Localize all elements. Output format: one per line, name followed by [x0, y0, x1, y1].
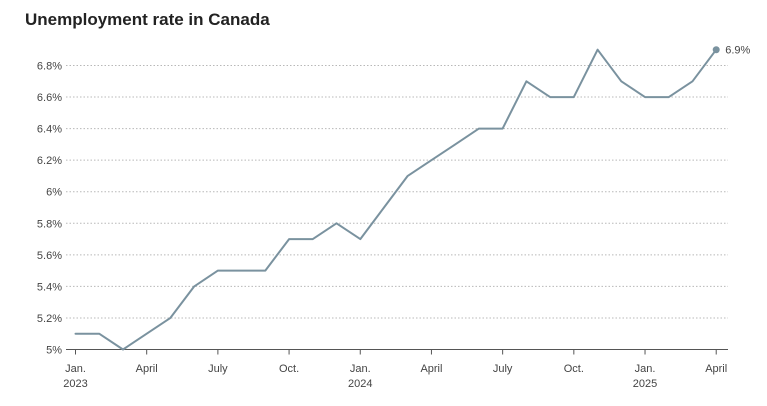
series-line	[74, 48, 718, 351]
end-value-label: 6.9%	[725, 45, 750, 57]
x-tick-label: Oct.	[564, 363, 584, 375]
y-tick-label: 5%	[46, 345, 62, 357]
y-tick-label: 6.6%	[37, 92, 62, 104]
x-tick-label: Jan.	[635, 363, 656, 375]
y-tick-label: 6.8%	[37, 61, 62, 73]
y-tick-label: 5.8%	[37, 218, 62, 230]
y-tick-label: 5.2%	[37, 313, 62, 325]
y-tick-label: 5.4%	[37, 281, 62, 293]
x-tick-year-label: 2025	[633, 378, 657, 390]
y-tick-label: 6.2%	[37, 155, 62, 167]
x-tick-year-label: 2024	[348, 378, 372, 390]
x-tick-label: July	[493, 363, 513, 375]
x-tick-label: April	[705, 363, 727, 375]
x-tick-label: Jan.	[350, 363, 371, 375]
y-tick-label: 6.4%	[37, 124, 62, 136]
y-tick-label: 6%	[46, 187, 62, 199]
y-tick-label: 5.6%	[37, 250, 62, 262]
chart-title: Unemployment rate in Canada	[25, 10, 270, 29]
x-tick-label: Jan.	[65, 363, 86, 375]
x-tick-label: April	[136, 363, 158, 375]
x-tick-label: Oct.	[279, 363, 299, 375]
x-tick-year-label: 2023	[63, 378, 87, 390]
x-tick-label: April	[420, 363, 442, 375]
x-tick-label: July	[208, 363, 228, 375]
end-point-marker	[712, 46, 720, 54]
